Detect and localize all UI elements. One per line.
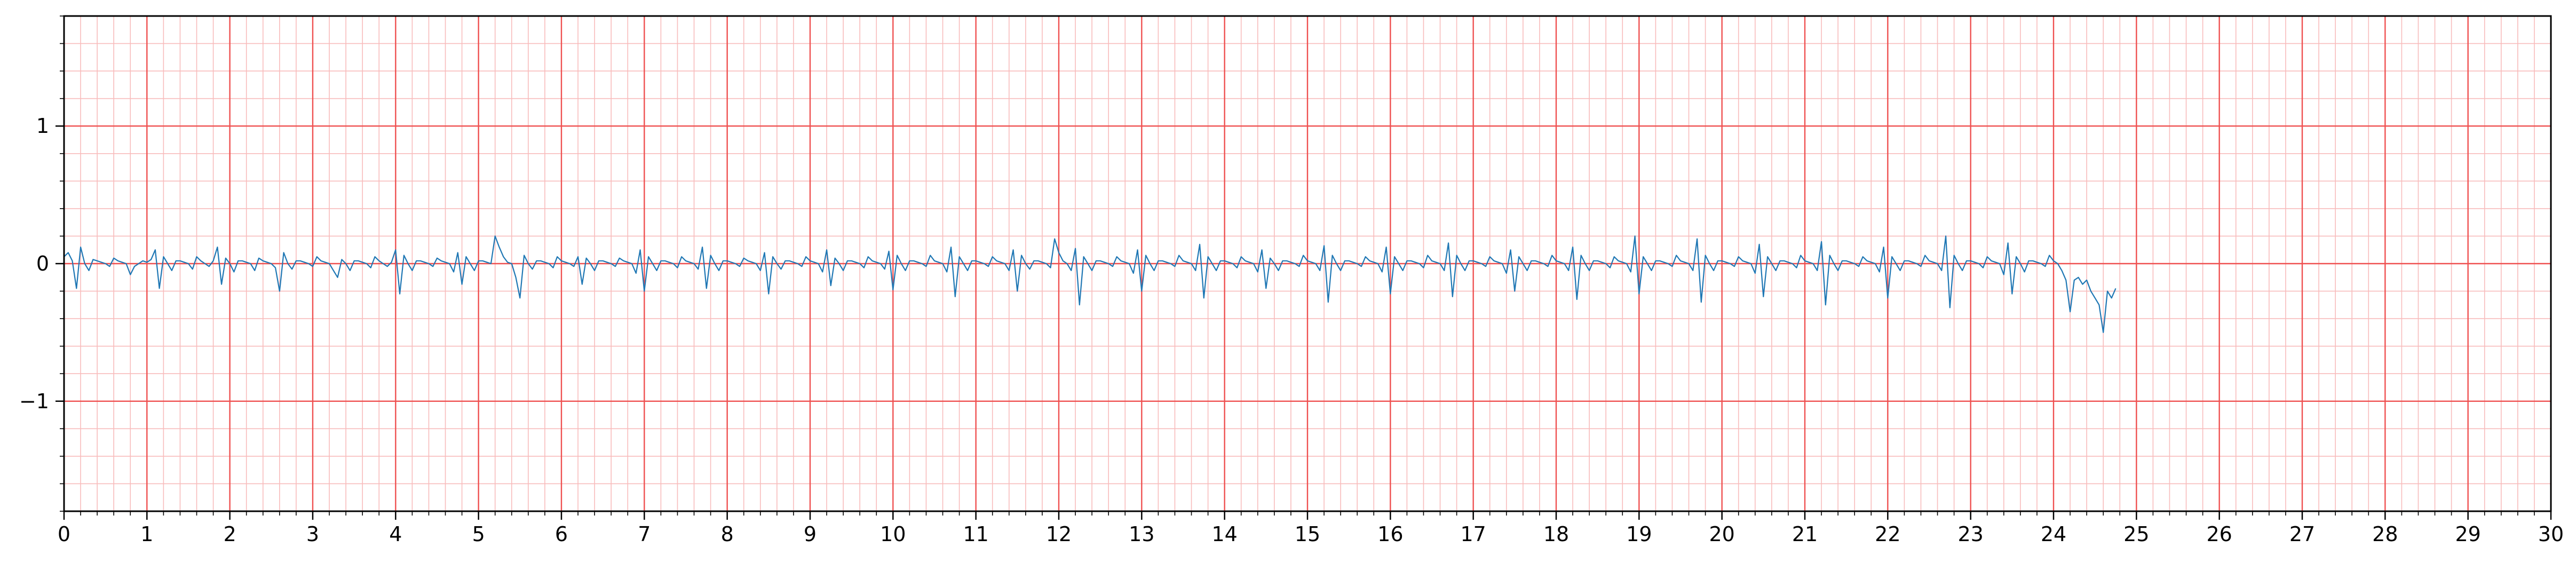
x-tick-label: 15 <box>1295 522 1320 546</box>
x-tick-label: 17 <box>1460 522 1486 546</box>
x-tick-label: 23 <box>1957 522 1983 546</box>
x-tick-label: 4 <box>389 522 402 546</box>
x-tick-label: 3 <box>306 522 319 546</box>
x-tick-label: 16 <box>1377 522 1403 546</box>
x-tick-label: 24 <box>2041 522 2066 546</box>
x-tick-label: 29 <box>2455 522 2480 546</box>
x-axis: 0 1 2 3 4 5 6 7 8 9 10 11 12 13 14 15 16 17 18 19 20 21 22 23 24… <box>58 511 2564 546</box>
x-tick-label: 21 <box>1792 522 1818 546</box>
x-tick-label: 19 <box>1626 522 1652 546</box>
y-axis: 1 0 −1 <box>19 15 64 512</box>
x-tick-label: 14 <box>1211 522 1237 546</box>
x-tick-label: 10 <box>880 522 906 546</box>
y-tick-label: 1 <box>36 114 49 138</box>
x-tick-label: 11 <box>963 522 988 546</box>
x-tick-label: 27 <box>2289 522 2315 546</box>
x-tick-label: 9 <box>804 522 817 546</box>
x-tick-label: 20 <box>1709 522 1734 546</box>
x-tick-label: 7 <box>638 522 651 546</box>
y-tick-label: 0 <box>36 252 49 275</box>
major-grid <box>63 16 2552 511</box>
x-tick-label: 12 <box>1046 522 1072 546</box>
x-tick-label: 28 <box>2372 522 2398 546</box>
x-tick-label: 25 <box>2123 522 2149 546</box>
x-tick-label: 18 <box>1543 522 1569 546</box>
ecg-series-line <box>64 235 2117 333</box>
x-tick-label: 8 <box>721 522 734 546</box>
y-tick-label: −1 <box>19 390 49 413</box>
x-tick-label: 6 <box>555 522 568 546</box>
x-tick-label: 0 <box>58 522 70 546</box>
x-tick-label: 5 <box>472 522 485 546</box>
x-tick-label: 26 <box>2206 522 2232 546</box>
x-tick-label: 2 <box>224 522 236 546</box>
x-tick-label: 22 <box>1875 522 1900 546</box>
x-tick-label: 1 <box>140 522 153 546</box>
x-tick-label: 13 <box>1129 522 1154 546</box>
x-tick-label: 30 <box>2538 522 2564 546</box>
